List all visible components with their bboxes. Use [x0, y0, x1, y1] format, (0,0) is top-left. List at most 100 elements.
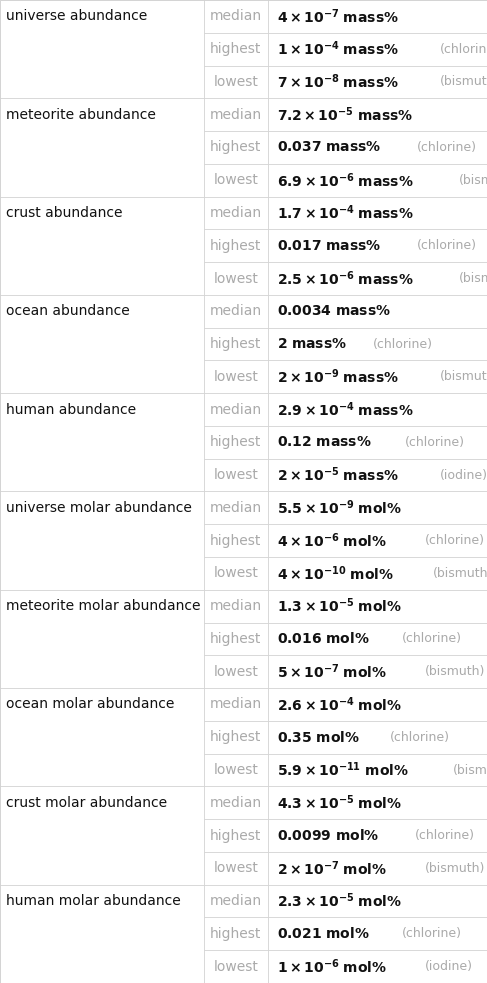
Bar — [268, 197, 487, 229]
Text: (bismuth): (bismuth) — [459, 272, 487, 285]
Bar — [0, 688, 204, 786]
Bar — [204, 0, 268, 32]
Text: $\mathbf{5\times10^{-7}\ mol\%}$: $\mathbf{5\times10^{-7}\ mol\%}$ — [277, 663, 387, 681]
Text: $\mathbf{2\times10^{-7}\ mol\%}$: $\mathbf{2\times10^{-7}\ mol\%}$ — [277, 859, 387, 878]
Text: $\mathbf{0.021\ mol\%}$: $\mathbf{0.021\ mol\%}$ — [277, 926, 369, 942]
Bar — [268, 426, 487, 459]
Text: lowest: lowest — [213, 763, 258, 777]
Text: human abundance: human abundance — [6, 403, 136, 417]
Bar — [204, 98, 268, 131]
Text: $\mathbf{2\ mass\%}$: $\mathbf{2\ mass\%}$ — [277, 337, 347, 351]
Text: ocean abundance: ocean abundance — [6, 305, 130, 318]
Text: (chlorine): (chlorine) — [440, 42, 487, 56]
Bar — [0, 492, 204, 590]
Bar — [268, 786, 487, 819]
Text: median: median — [209, 108, 262, 122]
Bar — [204, 819, 268, 852]
Bar — [268, 361, 487, 393]
Text: crust molar abundance: crust molar abundance — [6, 796, 167, 810]
Bar — [204, 197, 268, 229]
Text: lowest: lowest — [213, 861, 258, 875]
Bar — [204, 262, 268, 295]
Text: median: median — [209, 698, 262, 712]
Text: median: median — [209, 403, 262, 417]
Text: (chlorine): (chlorine) — [425, 534, 485, 548]
Text: highest: highest — [210, 829, 262, 842]
Text: $\mathbf{2.9\times10^{-4}\ mass\%}$: $\mathbf{2.9\times10^{-4}\ mass\%}$ — [277, 400, 413, 419]
Text: highest: highest — [210, 435, 262, 449]
Text: lowest: lowest — [213, 468, 258, 482]
Bar — [204, 951, 268, 983]
Text: (chlorine): (chlorine) — [402, 927, 462, 941]
Text: (bismuth): (bismuth) — [425, 862, 485, 875]
Bar — [268, 917, 487, 951]
Bar — [204, 164, 268, 197]
Bar — [204, 361, 268, 393]
Text: $\mathbf{4.3\times10^{-5}\ mol\%}$: $\mathbf{4.3\times10^{-5}\ mol\%}$ — [277, 793, 402, 812]
Text: (bismuth): (bismuth) — [433, 567, 487, 580]
Bar — [204, 885, 268, 917]
Bar — [204, 917, 268, 951]
Text: $\mathbf{0.35\ mol\%}$: $\mathbf{0.35\ mol\%}$ — [277, 729, 359, 745]
Text: (chlorine): (chlorine) — [417, 239, 477, 253]
Bar — [268, 459, 487, 492]
Bar — [268, 66, 487, 98]
Text: (bismuth): (bismuth) — [459, 174, 487, 187]
Text: $\mathbf{7.2\times10^{-5}\ mass\%}$: $\mathbf{7.2\times10^{-5}\ mass\%}$ — [277, 105, 412, 124]
Text: lowest: lowest — [213, 271, 258, 285]
Text: $\mathbf{0.017\ mass\%}$: $\mathbf{0.017\ mass\%}$ — [277, 239, 381, 253]
Text: $\mathbf{1\times10^{-4}\ mass\%}$: $\mathbf{1\times10^{-4}\ mass\%}$ — [277, 40, 398, 58]
Text: human molar abundance: human molar abundance — [6, 895, 181, 908]
Text: $\mathbf{7\times10^{-8}\ mass\%}$: $\mathbf{7\times10^{-8}\ mass\%}$ — [277, 73, 398, 91]
Text: highest: highest — [210, 534, 262, 548]
Text: $\mathbf{0.016\ mol\%}$: $\mathbf{0.016\ mol\%}$ — [277, 631, 369, 647]
Bar — [268, 32, 487, 66]
Bar — [204, 688, 268, 721]
Bar — [0, 885, 204, 983]
Text: ocean molar abundance: ocean molar abundance — [6, 698, 174, 712]
Text: $\mathbf{2.6\times10^{-4}\ mol\%}$: $\mathbf{2.6\times10^{-4}\ mol\%}$ — [277, 695, 402, 714]
Text: (chlorine): (chlorine) — [373, 337, 433, 351]
Bar — [0, 98, 204, 197]
Text: median: median — [209, 895, 262, 908]
Bar — [204, 393, 268, 426]
Bar — [204, 656, 268, 688]
Text: $\mathbf{0.0034\ mass\%}$: $\mathbf{0.0034\ mass\%}$ — [277, 305, 391, 318]
Bar — [268, 819, 487, 852]
Text: $\mathbf{2\times10^{-5}\ mass\%}$: $\mathbf{2\times10^{-5}\ mass\%}$ — [277, 466, 398, 485]
Bar — [204, 492, 268, 524]
Bar — [268, 295, 487, 327]
Text: meteorite abundance: meteorite abundance — [6, 108, 156, 122]
Text: median: median — [209, 600, 262, 613]
Text: $\mathbf{5.5\times10^{-9}\ mol\%}$: $\mathbf{5.5\times10^{-9}\ mol\%}$ — [277, 498, 402, 517]
Text: (chlorine): (chlorine) — [414, 829, 474, 842]
Bar — [204, 131, 268, 164]
Bar — [204, 590, 268, 622]
Bar — [204, 557, 268, 590]
Bar — [268, 721, 487, 754]
Text: $\mathbf{2\times10^{-9}\ mass\%}$: $\mathbf{2\times10^{-9}\ mass\%}$ — [277, 368, 398, 386]
Bar — [204, 524, 268, 557]
Text: meteorite molar abundance: meteorite molar abundance — [6, 600, 200, 613]
Text: highest: highest — [210, 239, 262, 253]
Bar — [204, 754, 268, 786]
Text: highest: highest — [210, 730, 262, 744]
Text: $\mathbf{1.3\times10^{-5}\ mol\%}$: $\mathbf{1.3\times10^{-5}\ mol\%}$ — [277, 597, 402, 615]
Bar — [0, 590, 204, 688]
Text: median: median — [209, 10, 262, 24]
Text: (chlorine): (chlorine) — [402, 632, 462, 646]
Text: $\mathbf{0.0099\ mol\%}$: $\mathbf{0.0099\ mol\%}$ — [277, 828, 379, 843]
Text: (bismuth): (bismuth) — [440, 371, 487, 383]
Text: (iodine): (iodine) — [425, 960, 472, 973]
Bar — [268, 229, 487, 262]
Bar — [268, 656, 487, 688]
Text: highest: highest — [210, 632, 262, 646]
Bar — [268, 622, 487, 656]
Text: $\mathbf{0.12\ mass\%}$: $\mathbf{0.12\ mass\%}$ — [277, 435, 371, 449]
Text: highest: highest — [210, 927, 262, 941]
Bar — [0, 295, 204, 393]
Bar — [204, 852, 268, 885]
Bar — [268, 0, 487, 32]
Bar — [0, 786, 204, 885]
Text: $\mathbf{4\times10^{-7}\ mass\%}$: $\mathbf{4\times10^{-7}\ mass\%}$ — [277, 7, 398, 26]
